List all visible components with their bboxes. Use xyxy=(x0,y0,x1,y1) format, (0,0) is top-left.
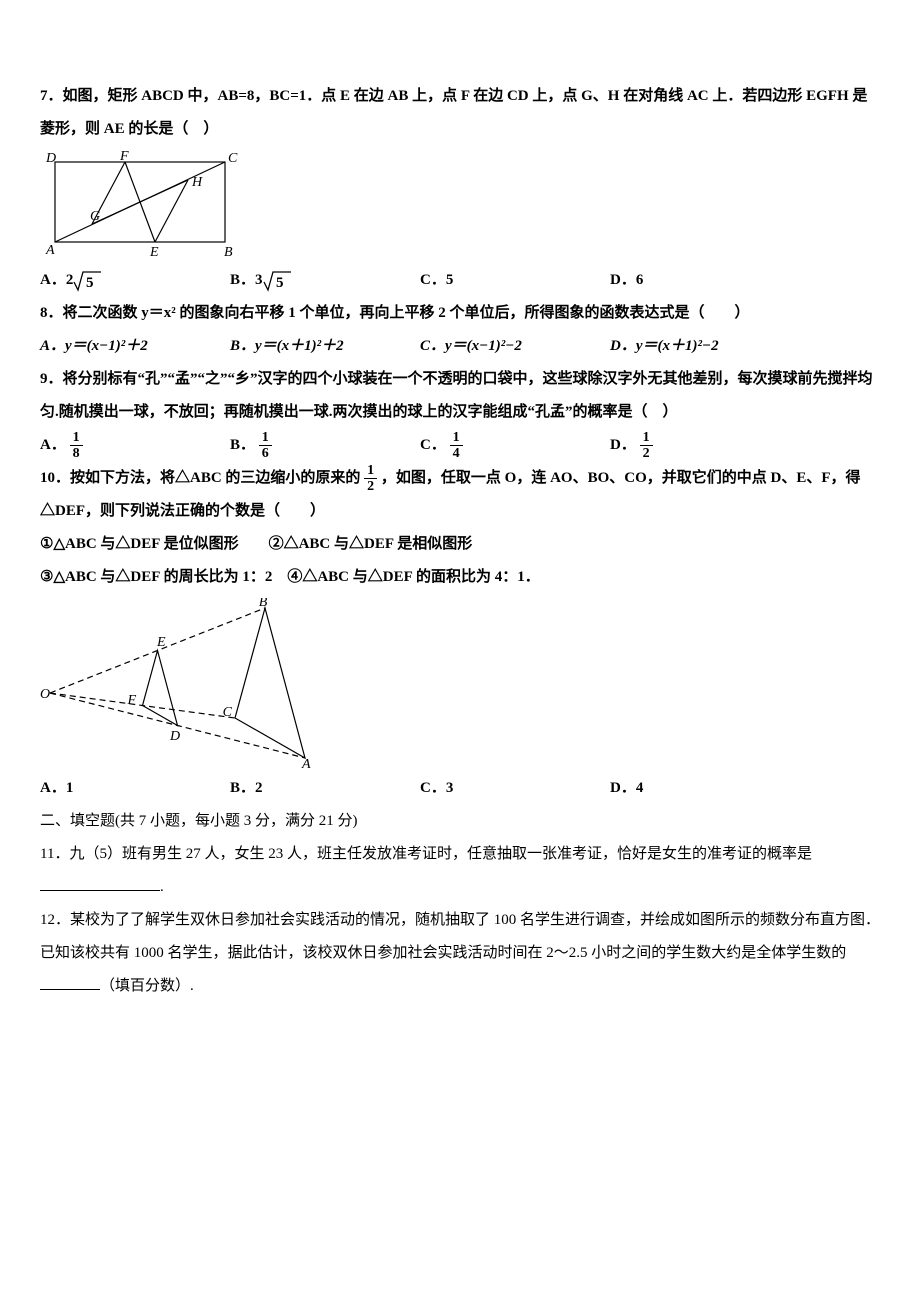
q10-label-D: D xyxy=(169,729,180,744)
q9-text: 9．将分别标有“孔”“孟”“之”“乡”汉字的四个小球装在一个不透明的口袋中，这些… xyxy=(40,363,880,429)
q12-stem1: 12．某校为了了解学生双休日参加社会实践活动的情况，随机抽取了 100 名学生进… xyxy=(40,912,880,961)
section2-heading: 二、填空题(共 7 小题，每小题 3 分，满分 21 分) xyxy=(40,805,880,838)
q7-B: B．35 xyxy=(230,264,380,297)
q7-A-coef: 2 xyxy=(66,272,74,288)
q11-blank-row: . xyxy=(40,871,880,904)
sqrt-icon: 5 xyxy=(263,270,291,292)
q12-stem2: （填百分数）. xyxy=(100,978,194,994)
fraction: 18 xyxy=(70,430,83,462)
q9-options: A． 18 B． 16 C． 14 D． 12 xyxy=(40,429,880,462)
q7-B-prefix: B． xyxy=(230,272,255,288)
q10-label-C: C xyxy=(223,705,233,720)
q7-label-D: D xyxy=(45,151,56,166)
q9-A-prefix: A． xyxy=(40,437,66,453)
fraction: 16 xyxy=(259,430,272,462)
q7-label-A: A xyxy=(45,243,55,258)
q8-D: D．y＝(x＋1)²−2 xyxy=(610,330,760,363)
q7-label-C: C xyxy=(228,151,238,166)
q7-B-coef: 3 xyxy=(255,272,263,288)
q7-options: A．25 B．35 C．5 D．6 xyxy=(40,264,880,297)
q10-text-pre: 10．按如下方法，将△ABC 的三边缩小的原来的 xyxy=(40,470,360,486)
q9-A: A． 18 xyxy=(40,429,190,462)
fraction: 14 xyxy=(450,430,463,462)
svg-text:5: 5 xyxy=(86,275,94,291)
fraction: 12 xyxy=(640,430,653,462)
q7-label-G: G xyxy=(90,209,100,224)
fill-blank[interactable] xyxy=(40,974,100,990)
q9-B-prefix: B． xyxy=(230,437,255,453)
q10-C: C．3 xyxy=(420,772,570,805)
q7-A: A．25 xyxy=(40,264,190,297)
q9-C: C． 14 xyxy=(420,429,570,462)
q7-label-E: E xyxy=(149,245,159,260)
q7-figure: D F C H G A E B xyxy=(40,150,880,260)
q10-options: A．1 B．2 C．3 D．4 xyxy=(40,772,880,805)
q8-options: A．y＝(x−1)²＋2 B．y＝(x＋1)²＋2 C．y＝(x−1)²−2 D… xyxy=(40,330,880,363)
q7-label-B: B xyxy=(224,245,233,260)
q8-B: B．y＝(x＋1)²＋2 xyxy=(230,330,380,363)
q11-text: 11．九（5）班有男生 27 人，女生 23 人，班主任发放准考证时，任意抽取一… xyxy=(40,838,880,871)
q7-label-F: F xyxy=(119,150,129,164)
q8-text: 8．将二次函数 y＝x² 的图象向右平移 1 个单位，再向上平移 2 个单位后，… xyxy=(40,297,880,330)
q10-figure: O B A C E F D xyxy=(40,598,880,768)
q7-A-prefix: A． xyxy=(40,272,66,288)
q10-label-A: A xyxy=(301,757,311,768)
q9-D-prefix: D． xyxy=(610,437,636,453)
q10-text: 10．按如下方法，将△ABC 的三边缩小的原来的 12 ，如图，任取一点 O，连… xyxy=(40,462,880,528)
q10-s2: ③△ABC 与△DEF 的周长比为 1：2 ④△ABC 与△DEF 的面积比为 … xyxy=(40,561,880,594)
q10-label-O: O xyxy=(40,687,50,702)
q10-B: B．2 xyxy=(230,772,380,805)
q10-label-F: F xyxy=(126,693,136,708)
q7-label-H: H xyxy=(191,175,203,190)
q10-A: A．1 xyxy=(40,772,190,805)
q8-A: A．y＝(x−1)²＋2 xyxy=(40,330,190,363)
q10-s1: ①△ABC 与△DEF 是位似图形 ②△ABC 与△DEF 是相似图形 xyxy=(40,528,880,561)
q10-label-E: E xyxy=(156,635,166,650)
q9-B: B． 16 xyxy=(230,429,380,462)
fill-blank[interactable] xyxy=(40,875,160,891)
sqrt-icon: 5 xyxy=(73,270,101,292)
q9-D: D． 12 xyxy=(610,429,760,462)
q10-label-B: B xyxy=(259,598,268,610)
q7-text: 7．如图，矩形 ABCD 中，AB=8，BC=1．点 E 在边 AB 上，点 F… xyxy=(40,80,880,146)
q7-C: C．5 xyxy=(420,264,570,297)
q11-period: . xyxy=(160,879,164,895)
q10-D: D．4 xyxy=(610,772,760,805)
q9-C-prefix: C． xyxy=(420,437,446,453)
q7-D: D．6 xyxy=(610,264,760,297)
q12-text: 12．某校为了了解学生双休日参加社会实践活动的情况，随机抽取了 100 名学生进… xyxy=(40,904,880,1003)
fraction: 12 xyxy=(364,463,377,495)
q11-stem: 11．九（5）班有男生 27 人，女生 23 人，班主任发放准考证时，任意抽取一… xyxy=(40,846,812,862)
svg-text:5: 5 xyxy=(276,275,284,291)
q8-C: C．y＝(x−1)²−2 xyxy=(420,330,570,363)
